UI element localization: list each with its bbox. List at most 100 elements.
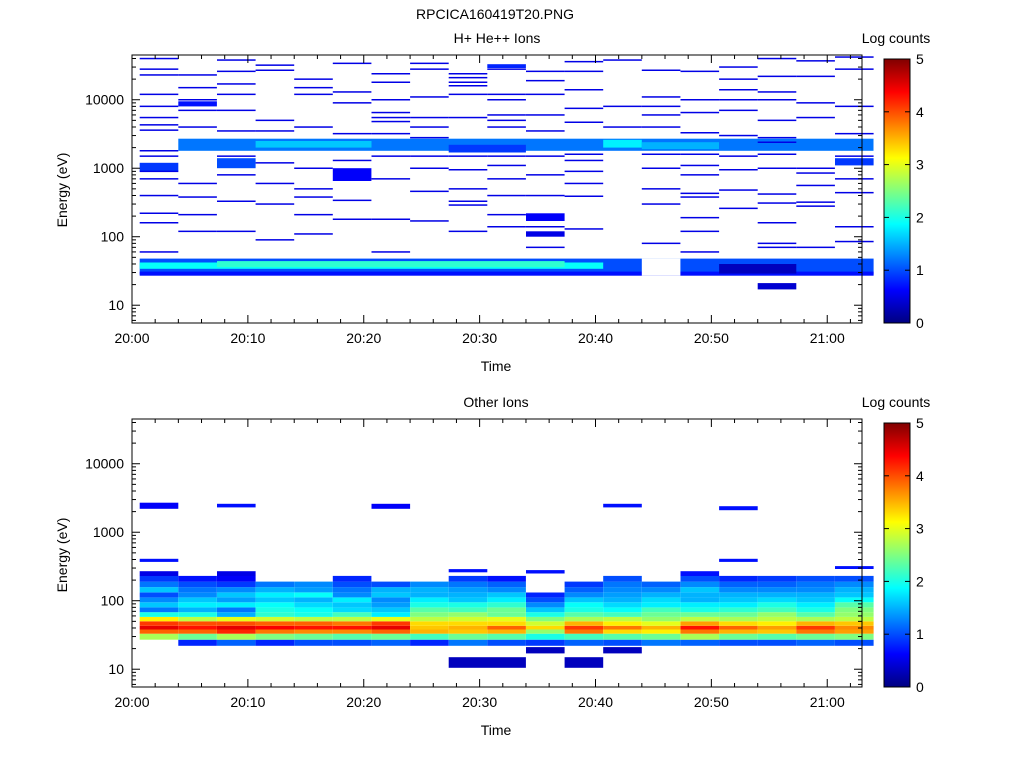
heatmap-cell [603, 625, 642, 630]
heatmap-cell [757, 587, 797, 593]
heatmap-cell [835, 616, 874, 622]
heatmap-cell [719, 629, 758, 634]
heatmap-cell [487, 607, 526, 613]
heatmap-cell [641, 597, 681, 603]
heatmap-cell [448, 592, 488, 598]
heatmap-cell [294, 607, 333, 613]
heatmap-cell [448, 230, 488, 233]
heatmap-cell [757, 616, 797, 622]
heatmap-cell [680, 216, 720, 219]
heatmap-cell [526, 629, 565, 634]
heatmap-cell [757, 119, 797, 122]
heatmap-cell [719, 602, 758, 608]
heatmap-cell [371, 639, 411, 646]
heatmap-cell [757, 202, 797, 204]
heatmap-cell [526, 194, 565, 197]
heatmap-cell [796, 621, 835, 626]
heatmap-cell [487, 629, 526, 634]
heatmap-cell [564, 228, 604, 230]
heatmap-cell [217, 592, 256, 598]
heatmap-cell [603, 597, 642, 603]
heatmap-cell [719, 169, 758, 171]
heatmap-cell [526, 79, 565, 82]
colorbar-tick-label: 0 [916, 315, 924, 331]
heatmap-cell [526, 621, 565, 626]
heatmap-cell [410, 607, 449, 613]
y-tick-label: 1000 [93, 524, 124, 540]
heatmap-cell [757, 625, 797, 630]
heatmap-cell [487, 164, 526, 167]
heatmap-cell [255, 625, 295, 630]
heatmap-cell [139, 68, 179, 70]
heatmap-cell [448, 169, 488, 171]
heatmap-cell [332, 607, 372, 613]
heatmap-cell [371, 251, 411, 253]
heatmap-cell [564, 182, 604, 185]
heatmap-cell [217, 625, 256, 630]
heatmap-cell [564, 89, 604, 91]
heatmap-cell [603, 59, 642, 61]
heatmap-cell [796, 116, 835, 119]
heatmap-cell [178, 639, 217, 646]
heatmap-cell [719, 109, 758, 112]
heatmap-cell [410, 581, 449, 588]
heatmap-cell [410, 612, 449, 617]
heatmap-cell [835, 629, 874, 634]
colorbar: 0 1 2 3 4 5 [883, 51, 924, 331]
heatmap-cell [371, 132, 411, 135]
heatmap-cell [757, 153, 797, 155]
heatmap-cell [139, 74, 179, 76]
heatmap-cell [719, 607, 758, 613]
heatmap-cell [487, 633, 526, 640]
heatmap-cell [680, 192, 720, 195]
heatmap-cell [796, 167, 835, 169]
heatmap-cell [564, 607, 604, 613]
heatmap-cell [564, 170, 604, 173]
heatmap-cell [603, 105, 642, 108]
heatmap-cell [410, 587, 449, 593]
heatmap-cell [139, 124, 179, 126]
heatmap-cell [371, 581, 411, 588]
colorbar-tick-label: 2 [916, 209, 924, 225]
heatmap-cell [332, 633, 372, 640]
heatmap-cell [526, 602, 565, 608]
heatmap-cell [139, 571, 179, 576]
heatmap-cell [719, 575, 758, 582]
heatmap-cell [564, 121, 604, 123]
colorbar-label: Log counts [862, 30, 931, 46]
heatmap-cell [719, 189, 758, 191]
heatmap-cell [410, 629, 449, 634]
x-tick-label: 20:00 [114, 694, 149, 710]
heatmap-cell [796, 587, 835, 593]
panel-other-ions: Other Ions Log counts Energy (eV) Time 2… [54, 394, 930, 738]
heatmap-cell [448, 85, 488, 87]
heatmap-cell [294, 587, 333, 593]
heatmap-cell [217, 93, 256, 96]
heatmap-cell [487, 93, 526, 96]
heatmap-cell [680, 587, 720, 593]
heatmap-cell [680, 230, 720, 233]
heatmap-cell [410, 126, 449, 128]
heatmap-cell [178, 592, 217, 598]
x-tick-label: 20:10 [230, 694, 265, 710]
heatmap-cell [255, 639, 295, 646]
heatmap-cell [139, 587, 179, 593]
heatmap-cell [719, 264, 797, 274]
heatmap-cell [487, 99, 526, 101]
heatmap-cell [757, 597, 797, 603]
heatmap-cell [448, 597, 488, 603]
heatmap-cell [332, 91, 372, 93]
heatmap-cell [835, 621, 874, 626]
heatmap-cell [487, 213, 526, 216]
heatmap-cell [641, 587, 681, 593]
y-axis-label: Energy (eV) [54, 153, 70, 228]
heatmap-cell [641, 629, 681, 634]
heatmap-cell [294, 167, 333, 169]
heatmap-cell [796, 625, 835, 630]
heatmap-cell [680, 592, 720, 598]
heatmap-cell [641, 258, 681, 276]
heatmap-cell [178, 86, 217, 89]
heatmap-cell [448, 602, 488, 608]
heatmap-cell [564, 592, 604, 598]
x-tick-label: 20:00 [114, 330, 149, 346]
